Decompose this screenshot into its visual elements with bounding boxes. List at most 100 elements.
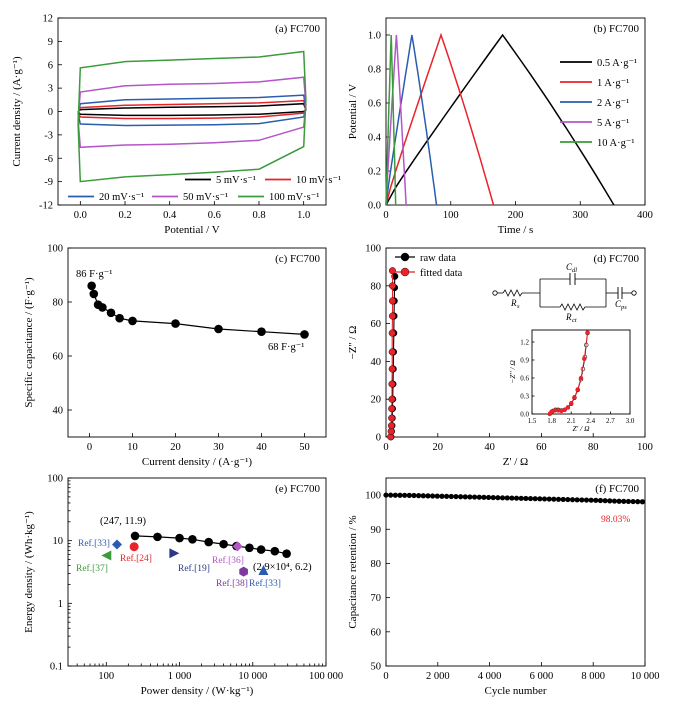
x-tick-label: 1.0 xyxy=(297,210,310,221)
panel-title: (d) FC700 xyxy=(593,253,639,265)
inset-y-tick-label: 0.0 xyxy=(520,411,529,419)
reference-marker xyxy=(169,548,180,559)
y-tick-label: 70 xyxy=(371,593,382,604)
data-point xyxy=(106,308,116,318)
y-tick-label: 60 xyxy=(53,352,64,363)
inset-y-tick-label: 0.6 xyxy=(520,375,529,383)
x-tick-label: 8 000 xyxy=(581,671,605,682)
data-point xyxy=(388,329,396,337)
y-tick-label: 0.1 xyxy=(50,662,63,673)
reference-label: Ref.[37] xyxy=(76,563,108,574)
data-point xyxy=(270,546,280,556)
legend-label: 0.5 A·g⁻¹ xyxy=(597,58,637,69)
x-axis-title: Time / s xyxy=(498,224,534,236)
inset-point xyxy=(565,405,571,410)
y-tick-label: 60 xyxy=(371,627,382,638)
legend-label: 5 mV·s⁻¹ xyxy=(216,175,256,186)
plot-frame xyxy=(67,247,327,438)
plot-frame xyxy=(385,17,646,206)
y-tick-label: 100 xyxy=(47,474,63,485)
annotation-max-power: (2.9×10⁴, 6.2) xyxy=(253,562,312,573)
data-point xyxy=(128,316,137,326)
x-tick-label: 0 xyxy=(383,671,388,682)
retention-markers xyxy=(383,492,646,505)
data-point xyxy=(153,532,162,542)
data-point xyxy=(87,281,96,291)
y-tick-label: -12 xyxy=(39,201,53,212)
cv-curve xyxy=(77,50,307,183)
x-tick-label: 0.6 xyxy=(208,210,221,221)
x-tick-label: 0.4 xyxy=(163,210,177,221)
x-tick-label: 4 000 xyxy=(478,671,502,682)
y-tick-label: 80 xyxy=(53,298,64,309)
y-tick-label: 0.0 xyxy=(368,201,381,212)
reference-label: Ref.[24] xyxy=(120,553,152,564)
panel-title: (e) FC700 xyxy=(275,483,320,495)
y-tick-label: 90 xyxy=(371,525,382,536)
legend-label: 20 mV·s⁻¹ xyxy=(99,192,144,203)
reference-label: Ref.[38] xyxy=(216,578,248,589)
x-tick-label: 30 xyxy=(213,442,224,453)
panel-title: (a) FC700 xyxy=(275,23,320,35)
panel-e: 100 1 000 10 000 100 000 0.1 1 10 100 Power dens… xyxy=(23,474,343,698)
y-tick-label: 0.8 xyxy=(368,65,381,76)
panel-title: (c) FC700 xyxy=(275,253,320,265)
reference-marker xyxy=(101,550,112,561)
x-tick-label: 0 xyxy=(383,442,388,453)
x-tick-label: 100 xyxy=(443,210,459,221)
legend-marker xyxy=(400,267,410,277)
inset-y-title: −Z'' / Ω xyxy=(508,360,517,384)
inset-x-tick-label: 1.8 xyxy=(547,417,556,425)
legend-label: 50 mV·s⁻¹ xyxy=(183,192,228,203)
panel-c: 0 10 20 30 40 50 40 60 80 100 Current density / (A… xyxy=(23,244,327,468)
x-tick-label: 10 xyxy=(127,442,138,453)
legend-label: 1 A·g⁻¹ xyxy=(597,78,629,89)
circuit-label: ct xyxy=(572,317,577,324)
plot-frame xyxy=(67,477,327,667)
inset-x-tick-label: 1.5 xyxy=(528,417,537,425)
data-point xyxy=(98,303,107,312)
y-tick-label: 0.2 xyxy=(368,167,381,178)
circuit-label: ps xyxy=(620,304,627,311)
plot-frame xyxy=(385,477,646,667)
panel-title: (f) FC700 xyxy=(595,483,639,495)
y-tick-label: 80 xyxy=(371,281,382,292)
cv-curve xyxy=(77,94,307,127)
inset-y-tick-label: 0.9 xyxy=(520,357,529,365)
y-tick-label: 80 xyxy=(371,559,382,570)
y-tick-label: 40 xyxy=(371,357,382,368)
inset-plot: 1.5 1.8 2.1 2.4 2.7 3.0 0.0 0.3 0.6 0.9 1.2 Z' / Ω −… xyxy=(508,329,635,433)
retention-annotation: 98.03% xyxy=(601,515,630,525)
y-axis-title: Potential / V xyxy=(347,84,359,139)
data-point xyxy=(256,545,266,554)
data-point xyxy=(171,319,180,328)
x-tick-label: 20 xyxy=(433,442,444,453)
gcd-curve xyxy=(385,34,407,206)
x-tick-label: 1 000 xyxy=(168,671,192,682)
x-tick-label: 50 xyxy=(299,442,310,453)
inset-point xyxy=(568,401,574,406)
annotation-start: 86 F·g⁻¹ xyxy=(76,269,112,280)
x-tick-label: 80 xyxy=(588,442,599,453)
x-tick-label: 0 xyxy=(383,210,388,221)
inset-y-tick-label: 1.2 xyxy=(520,339,529,347)
inset-x-tick-label: 2.1 xyxy=(567,417,576,425)
legend-label: 10 mV·s⁻¹ xyxy=(296,175,341,186)
x-tick-label: 20 xyxy=(170,442,181,453)
reference-label: Ref.[19] xyxy=(178,563,210,574)
inset-point xyxy=(562,407,567,412)
legend-label: 10 A·g⁻¹ xyxy=(597,138,635,149)
inset-point xyxy=(575,387,580,392)
legend-marker xyxy=(400,252,410,262)
annotation-end: 68 F·g⁻¹ xyxy=(268,342,304,353)
y-tick-label: 1.0 xyxy=(368,31,381,42)
reference-marker xyxy=(232,541,243,552)
annotation-max-energy: (247, 11.9) xyxy=(100,516,146,527)
inset-x-tick-label: 2.7 xyxy=(606,417,615,425)
x-axis-title: Z' / Ω xyxy=(503,456,528,468)
retention-line xyxy=(385,494,646,503)
circuit-label: C xyxy=(615,299,622,309)
data-point xyxy=(388,312,396,320)
plot-frame xyxy=(57,17,327,206)
